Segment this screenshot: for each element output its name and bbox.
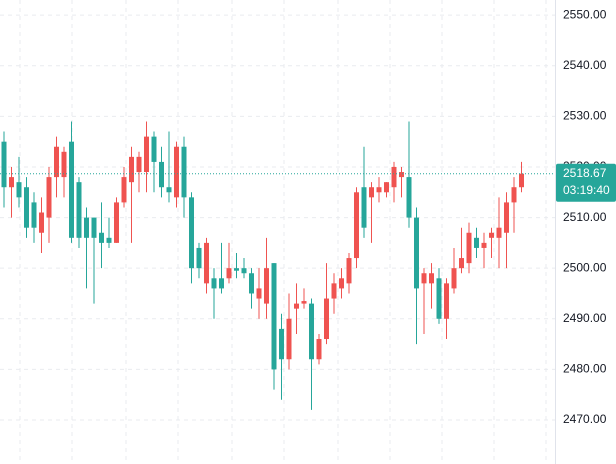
candle-body <box>219 278 224 289</box>
candle-body <box>354 192 359 259</box>
candle-body <box>129 156 134 183</box>
candle-body <box>399 172 404 178</box>
candle-body <box>159 161 164 188</box>
candle-body <box>181 146 187 198</box>
candle-body <box>241 268 247 274</box>
candle-body <box>136 156 142 173</box>
candle-body <box>309 303 314 360</box>
candle-body <box>9 177 14 188</box>
candle-body <box>421 273 427 284</box>
y-tick-label: 2550.00 <box>563 7 607 21</box>
countdown-label: 03:19:40 <box>563 183 610 197</box>
candle-body <box>331 283 337 299</box>
candle-body <box>481 242 487 248</box>
candle-body <box>391 166 397 188</box>
candle-body <box>166 187 172 193</box>
candle-body <box>69 141 74 238</box>
candle-body <box>301 301 307 304</box>
y-tick-label: 2510.00 <box>563 210 607 224</box>
candle-body <box>54 146 59 178</box>
candle-body <box>271 263 277 370</box>
candle-body <box>324 298 329 340</box>
y-tick-label: 2480.00 <box>563 362 607 376</box>
candle-body <box>1 141 7 188</box>
candle-body <box>144 136 149 173</box>
candle-body <box>459 258 464 269</box>
candle-body <box>474 237 479 248</box>
candle-body <box>114 202 119 243</box>
candle-body <box>444 283 449 319</box>
candle-body <box>369 187 374 198</box>
candle-body <box>226 268 232 279</box>
candle-body <box>384 182 389 193</box>
candle-body <box>294 303 299 309</box>
candle-body <box>496 227 502 238</box>
candle-body <box>451 268 457 289</box>
candle-body <box>519 173 524 188</box>
candle-body <box>436 278 442 319</box>
candle-body <box>406 177 412 218</box>
last-price-label: 2518.67 <box>563 166 607 180</box>
candle-body <box>189 197 194 269</box>
candle-body <box>196 247 202 269</box>
candle-body <box>234 268 239 271</box>
candle-body <box>489 232 494 238</box>
candle-body <box>211 278 217 289</box>
vertical-grid <box>19 0 547 464</box>
candle-body <box>91 217 97 238</box>
candle-body <box>339 278 344 289</box>
candle-body <box>174 146 179 198</box>
candle-body <box>414 217 419 289</box>
candle-body <box>204 242 209 284</box>
candle-body <box>256 288 262 299</box>
candle-body <box>346 258 352 284</box>
candle-body <box>46 177 52 218</box>
last-price-box <box>556 163 616 202</box>
candle-body <box>316 339 322 360</box>
candle-body <box>76 182 82 238</box>
y-tick-label: 2470.00 <box>563 412 607 426</box>
y-tick-label: 2530.00 <box>563 109 607 123</box>
candle-body <box>39 212 44 233</box>
candle-body <box>264 268 269 304</box>
candle-body <box>61 151 67 178</box>
candle-body <box>504 202 509 233</box>
candle-body <box>151 136 157 162</box>
candle-body <box>31 202 37 228</box>
candle-body <box>286 318 292 360</box>
candle-body <box>16 182 22 198</box>
y-tick-label: 2490.00 <box>563 311 607 325</box>
candle-body <box>376 187 382 193</box>
y-tick-label: 2500.00 <box>563 260 607 274</box>
y-tick-label: 2540.00 <box>563 58 607 72</box>
candle-body <box>279 328 284 360</box>
candle-body <box>361 187 367 228</box>
candle-body <box>99 232 104 243</box>
candle-body <box>511 187 517 203</box>
candle-body <box>249 273 254 294</box>
candle-body <box>466 232 472 264</box>
candle-body <box>84 217 89 238</box>
candle-body <box>429 273 434 284</box>
candle-body <box>121 177 127 203</box>
candle-body <box>24 187 29 228</box>
candle-body <box>106 237 112 243</box>
